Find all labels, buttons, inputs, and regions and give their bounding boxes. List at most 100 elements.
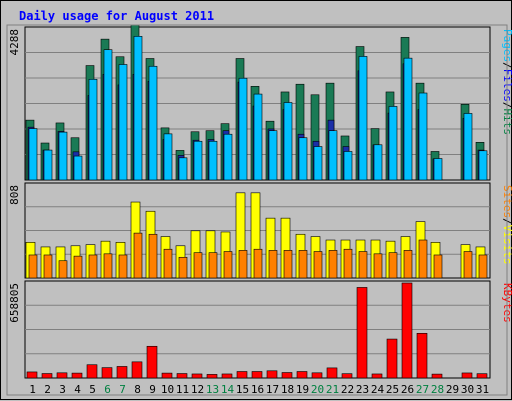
bar-kbytes-day-31	[476, 373, 488, 379]
bar-kbytes-day-30	[461, 372, 473, 379]
bar-kbytes-day-20	[311, 372, 323, 379]
bar-kbytes-day-18	[281, 372, 293, 379]
bar-pages-day-6	[103, 49, 113, 181]
bar-pages-day-19	[298, 137, 308, 181]
bar-pages-day-28	[433, 158, 443, 181]
bar-pages-day-23	[358, 56, 368, 181]
bar-kbytes-day-2	[41, 373, 53, 379]
bar-sites-day-18	[283, 250, 293, 279]
x-tick-label-21: 21	[326, 383, 339, 396]
bar-kbytes-day-16	[251, 371, 263, 379]
bar-kbytes-day-7	[116, 366, 128, 379]
x-tick-label-8: 8	[134, 383, 141, 396]
y-max-label: 808	[8, 185, 21, 205]
bar-kbytes-day-19	[296, 371, 308, 379]
bar-pages-day-4	[73, 155, 83, 181]
bar-kbytes-day-14	[221, 373, 233, 379]
bar-kbytes-day-22	[341, 373, 353, 379]
bar-kbytes-day-11	[176, 373, 188, 379]
bar-pages-day-22	[343, 151, 353, 181]
x-tick-label-1: 1	[29, 383, 36, 396]
bar-pages-day-9	[148, 65, 158, 181]
bar-sites-day-7	[118, 254, 128, 279]
x-tick-label-16: 16	[251, 383, 264, 396]
bar-sites-day-27	[418, 239, 428, 279]
bar-sites-day-17	[268, 250, 278, 279]
bar-kbytes-day-12	[191, 373, 203, 379]
bar-sites-day-14	[223, 251, 233, 279]
bar-pages-day-15	[238, 77, 248, 181]
bar-pages-day-14	[223, 133, 233, 181]
bar-sites-day-21	[328, 250, 338, 279]
bar-sites-day-20	[313, 251, 323, 279]
bar-pages-day-17	[268, 130, 278, 181]
x-tick-label-5: 5	[89, 383, 96, 396]
x-tick-label-31: 31	[476, 383, 489, 396]
x-tick-label-7: 7	[119, 383, 126, 396]
bar-sites-day-24	[373, 253, 383, 279]
bar-kbytes-day-9	[146, 345, 158, 379]
bar-sites-day-31	[478, 254, 488, 279]
bar-sites-day-2	[43, 254, 53, 279]
bar-kbytes-day-27	[416, 332, 428, 379]
bar-kbytes-day-1	[26, 371, 38, 379]
x-tick-label-3: 3	[59, 383, 66, 396]
bar-pages-day-2	[43, 149, 53, 181]
bar-pages-day-12	[193, 140, 203, 181]
bar-pages-day-5	[88, 78, 98, 181]
x-tick-label-9: 9	[149, 383, 156, 396]
x-tick-label-14: 14	[221, 383, 235, 396]
inner-border	[6, 24, 508, 396]
bar-sites-day-4	[73, 255, 83, 279]
x-tick-label-11: 11	[176, 383, 189, 396]
x-tick-label-19: 19	[296, 383, 309, 396]
x-tick-label-15: 15	[236, 383, 249, 396]
bar-pages-day-7	[118, 64, 128, 181]
x-tick-label-25: 25	[386, 383, 399, 396]
bar-sites-day-5	[88, 254, 98, 279]
bar-sites-day-16	[253, 248, 263, 279]
bar-pages-day-13	[208, 140, 218, 181]
x-tick-label-13: 13	[206, 383, 219, 396]
bar-kbytes-day-15	[236, 371, 248, 379]
bar-kbytes-day-23	[356, 287, 368, 379]
bar-sites-day-30	[463, 251, 473, 279]
bar-kbytes-day-26	[401, 282, 413, 379]
bar-pages-day-16	[253, 93, 263, 181]
x-tick-label-24: 24	[371, 383, 385, 396]
y-max-label: 658805	[8, 283, 21, 323]
x-tick-label-10: 10	[161, 383, 174, 396]
bar-pages-day-20	[313, 146, 323, 181]
bar-sites-day-3	[58, 260, 68, 279]
bar-kbytes-day-25	[386, 338, 398, 379]
x-tick-label-23: 23	[356, 383, 369, 396]
x-tick-label-2: 2	[44, 383, 51, 396]
x-tick-label-30: 30	[461, 383, 474, 396]
bar-kbytes-day-6	[101, 367, 113, 379]
x-tick-label-17: 17	[266, 383, 279, 396]
bar-sites-day-1	[28, 254, 38, 279]
bar-pages-day-1	[28, 128, 38, 181]
x-tick-label-6: 6	[104, 383, 111, 396]
x-tick-label-12: 12	[191, 383, 204, 396]
x-tick-label-20: 20	[311, 383, 324, 396]
bar-sites-day-28	[433, 254, 443, 279]
x-tick-label-22: 22	[341, 383, 354, 396]
bar-pages-day-24	[373, 144, 383, 181]
bar-pages-day-25	[388, 106, 398, 181]
bar-sites-day-25	[388, 252, 398, 279]
bar-sites-day-22	[343, 248, 353, 279]
bar-pages-day-31	[478, 150, 488, 181]
bar-pages-day-27	[418, 92, 428, 181]
bar-kbytes-day-28	[431, 373, 443, 379]
bar-kbytes-day-21	[326, 367, 338, 379]
bar-sites-day-12	[193, 252, 203, 279]
bar-pages-day-30	[463, 113, 473, 181]
bar-kbytes-day-17	[266, 370, 278, 379]
bar-kbytes-day-4	[71, 372, 83, 379]
bar-kbytes-day-10	[161, 372, 173, 379]
bar-sites-day-26	[403, 250, 413, 279]
bar-sites-day-6	[103, 253, 113, 279]
